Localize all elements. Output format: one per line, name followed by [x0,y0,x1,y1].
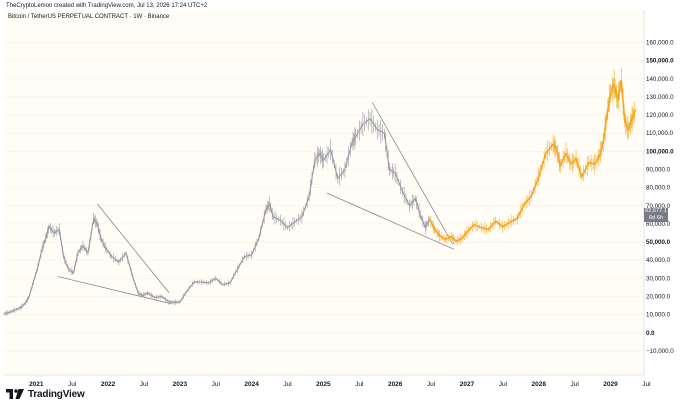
y-tick-label: 30,000.0 [646,275,671,282]
y-tick-label: 130,000.0 [646,94,674,101]
y-tick-label: 20,000.0 [646,294,671,301]
y-tick-label: 10,000.0 [646,312,671,319]
y-tick-label: 50,000.0 [646,239,671,246]
y-tick-label: 80,000.0 [646,185,671,192]
x-tick-label: 2027 [460,381,475,388]
plot-area[interactable] [4,10,644,375]
y-tick-label: 100,000.0 [646,148,674,155]
x-tick-label: 2029 [603,381,618,388]
trendline [57,276,172,305]
y-tick-label: −10,000.0 [646,348,674,355]
current-price-value: 62,677.1 [645,208,667,214]
trendline [97,203,170,294]
y-tick-label: 120,000.0 [646,112,674,119]
x-tick-label: 2022 [101,381,116,388]
y-tick-label: 110,000.0 [646,130,674,137]
y-tick-label: 90,000.0 [646,167,671,174]
y-tick-label: 160,000.0 [646,40,674,47]
trendlines [57,102,455,305]
x-tick-label: Jul [570,381,579,388]
history-line [3,118,431,315]
y-tick-label: 70,000.0 [646,203,671,210]
current-price-label: 62,677.1 6d 6h [644,208,668,222]
price-series [3,68,637,316]
x-tick-label: 2024 [244,381,259,388]
y-tick-label: 40,000.0 [646,257,671,264]
y-tick-label: 0.0 [646,330,655,337]
chart-credit: TheCryptoLemon created with TradingView.… [6,3,208,9]
projection-line [428,79,637,242]
trendline [371,102,453,245]
x-tick-label: 2023 [173,381,188,388]
y-tick-label: 60,000.0 [646,221,671,228]
trendline [326,192,455,250]
x-axis: 2021 Jul 2022 Jul 2023 Jul 2024 Jul 2025 Jul 2026 J… [4,374,651,388]
footer-brand[interactable]: TradingView [6,387,85,401]
x-tick-label: Jul [642,381,651,388]
x-tick-label: 2026 [388,381,403,388]
x-tick-label: Jul [283,381,292,388]
x-tick-label: 2025 [316,381,331,388]
y-tick-label: 140,000.0 [646,76,674,83]
tradingview-logo-icon [6,389,24,399]
x-tick-label: Jul [499,381,508,388]
symbol-label: Bitcoin / TetherUS PERPETUAL CONTRACT · … [8,14,170,20]
y-axis: 160,000.0 150,000.0 140,000.0 130,000.0 120,… [643,10,674,375]
x-tick-label: Jul [68,381,77,388]
x-tick-label: 2021 [29,381,44,388]
x-tick-label: Jul [427,381,436,388]
footer-brand-text: TradingView [28,388,85,400]
x-tick-label: Jul [212,381,221,388]
x-tick-label: Jul [140,381,149,388]
gridlines [4,42,644,352]
x-tick-label: Jul [355,381,364,388]
bar-countdown: 6d 6h [649,214,663,221]
x-tick-label: 2028 [532,381,547,388]
y-tick-label: 150,000.0 [646,58,674,65]
